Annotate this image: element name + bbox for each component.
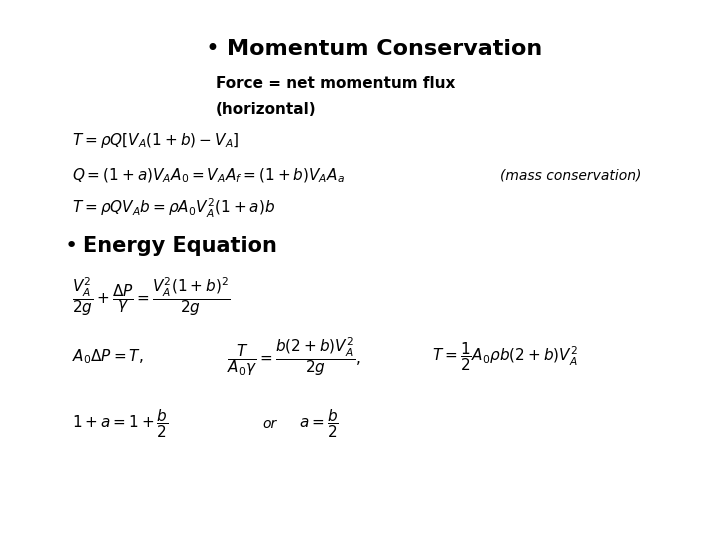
Text: (mass conservation): (mass conservation) bbox=[500, 168, 642, 183]
Text: $a = \dfrac{b}{2}$: $a = \dfrac{b}{2}$ bbox=[299, 408, 338, 440]
Text: $Q = (1+a)V_A A_0 = V_A A_f = (1+b)V_A A_a$: $Q = (1+a)V_A A_0 = V_A A_f = (1+b)V_A A… bbox=[72, 166, 345, 185]
Text: Momentum Conservation: Momentum Conservation bbox=[227, 38, 542, 59]
Text: Energy Equation: Energy Equation bbox=[83, 235, 276, 256]
Text: or: or bbox=[263, 417, 277, 431]
Text: •: • bbox=[205, 37, 219, 60]
Text: (horizontal): (horizontal) bbox=[216, 102, 317, 117]
Text: Force = net momentum flux: Force = net momentum flux bbox=[216, 76, 455, 91]
Text: $T = \rho Q V_A b = \rho A_0 V_A^2\left(1+a\right)b$: $T = \rho Q V_A b = \rho A_0 V_A^2\left(… bbox=[72, 197, 275, 219]
Text: $T = \rho Q\left[V_A\left(1+b\right)-V_A\right]$: $T = \rho Q\left[V_A\left(1+b\right)-V_A… bbox=[72, 131, 240, 150]
Text: •: • bbox=[65, 235, 78, 256]
Text: $\dfrac{V_A^2}{2g} + \dfrac{\Delta P}{\gamma} = \dfrac{V_A^2\left(1+b\right)^2}{: $\dfrac{V_A^2}{2g} + \dfrac{\Delta P}{\g… bbox=[72, 275, 230, 319]
Text: $A_0 \Delta P = T,$: $A_0 \Delta P = T,$ bbox=[72, 347, 143, 366]
Text: $1+a = 1 + \dfrac{b}{2}$: $1+a = 1 + \dfrac{b}{2}$ bbox=[72, 408, 168, 440]
Text: $\dfrac{T}{A_0 \gamma} = \dfrac{b(2+b)V_A^2}{2g},$: $\dfrac{T}{A_0 \gamma} = \dfrac{b(2+b)V_… bbox=[227, 335, 361, 378]
Text: $T = \dfrac{1}{2}A_0 \rho b(2+b)V_A^2$: $T = \dfrac{1}{2}A_0 \rho b(2+b)V_A^2$ bbox=[432, 340, 578, 373]
